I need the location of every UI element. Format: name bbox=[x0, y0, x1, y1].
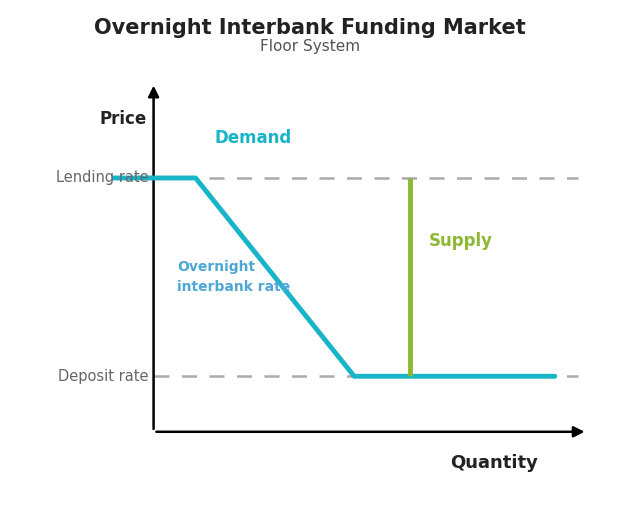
Text: Overnight Interbank Funding Market: Overnight Interbank Funding Market bbox=[94, 18, 526, 38]
Text: Deposit rate: Deposit rate bbox=[58, 369, 149, 384]
Text: Price: Price bbox=[99, 110, 146, 128]
Text: Supply: Supply bbox=[429, 232, 493, 250]
Text: Lending rate: Lending rate bbox=[56, 170, 149, 185]
Text: Floor System: Floor System bbox=[260, 39, 360, 54]
Text: Overnight
interbank rate: Overnight interbank rate bbox=[177, 261, 290, 294]
Text: Demand: Demand bbox=[215, 129, 291, 147]
Text: Quantity: Quantity bbox=[450, 454, 538, 472]
